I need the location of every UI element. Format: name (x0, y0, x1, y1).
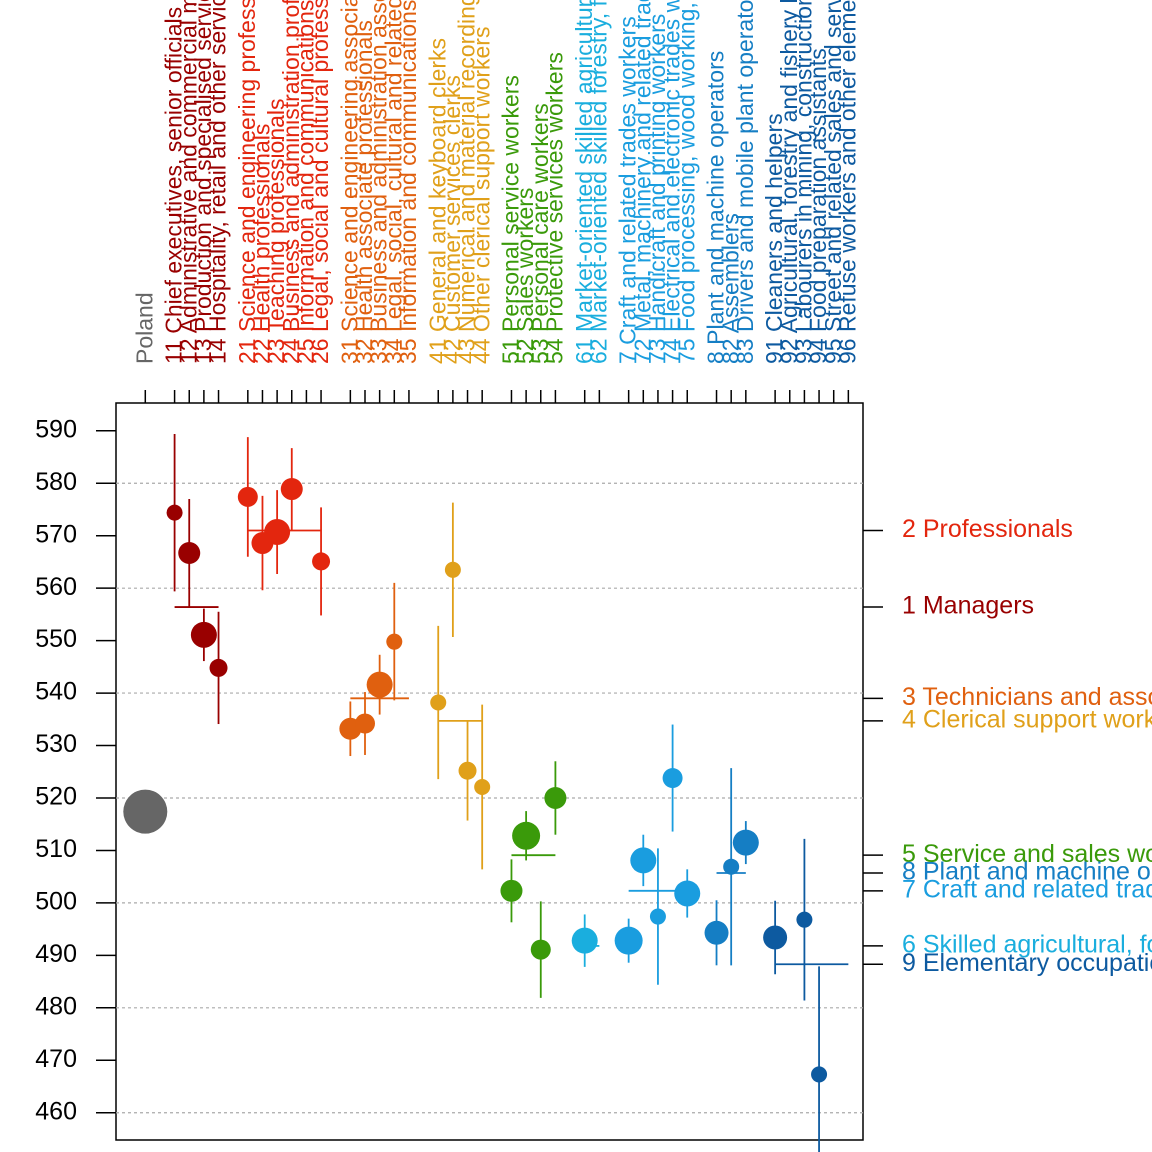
x-tick-label: 22 Health professionals (249, 124, 275, 364)
point (674, 880, 701, 907)
x-tick-label: 25 Information and communications techno… (292, 0, 318, 364)
group-label: 2 Professionals (902, 515, 1073, 543)
point (264, 519, 291, 546)
x-tick-label: 91 Cleaners and helpers (761, 113, 787, 364)
group-label: 7 Craft and related trades workers (902, 875, 1152, 903)
x-tick-label: 32 Health associate professionals (351, 20, 377, 364)
x-tick-label: 8 Plant and machine operators (703, 51, 729, 364)
x-tick-label: 41 General and keyboard clerks (424, 38, 450, 364)
group-label: 3 Technicians and associate professional… (902, 683, 1152, 711)
point (796, 911, 813, 928)
point (209, 658, 228, 677)
group-label: 9 Elementary occupations (902, 949, 1152, 977)
x-tick-label: 11 Chief executives, senior officials an… (161, 0, 187, 364)
point (512, 821, 541, 850)
x-tick-label: 95 Street and related sales and service … (820, 0, 846, 364)
plot-frame (115, 402, 864, 1141)
y-tick-label: 520 (35, 783, 77, 811)
point (544, 786, 567, 809)
point (704, 920, 729, 945)
y-tick-label: 490 (35, 940, 77, 968)
y-tick-label: 540 (35, 678, 77, 706)
group-label: 8 Plant and machine operators, and assem… (902, 858, 1152, 886)
x-tick-label: 13 Production and specialised services m… (190, 0, 216, 364)
point (571, 927, 598, 954)
x-tick-label: Poland (131, 292, 157, 364)
point (662, 768, 683, 789)
point (458, 761, 477, 780)
point (630, 847, 657, 874)
point (386, 633, 403, 650)
x-tick-label: 35 Information and communications techni… (395, 0, 421, 364)
x-tick-label: 92 Agricultural, forestry and fishery la… (776, 0, 802, 364)
x-tick-label: 93 Labourers in mining, construction, ma… (790, 0, 816, 364)
x-tick-label: 75 Food processing, wood working, garmen… (673, 0, 699, 364)
y-tick-label: 510 (35, 835, 77, 863)
x-tick-label: 12 Administrative and commercial manager… (175, 0, 201, 364)
y-tick-label: 580 (35, 468, 77, 496)
x-tick-label: 31 Science and engineering associate pro… (336, 0, 362, 364)
point (444, 561, 461, 578)
x-tick-label: 52 Sales workers (512, 188, 538, 364)
x-tick-label: 23 Teaching professionals (263, 98, 289, 364)
point (500, 879, 523, 902)
point (763, 925, 788, 950)
point (649, 908, 666, 925)
x-tick-label: 83 Drivers and mobile plant operators (732, 0, 758, 364)
point (166, 504, 183, 521)
x-tick-label: 43 Numerical and material recording cler… (454, 0, 480, 364)
y-tick-label: 470 (35, 1045, 77, 1073)
point (190, 621, 217, 648)
x-tick-label: 21 Science and engineering professionals (234, 0, 260, 364)
reference-point (123, 789, 168, 834)
x-tick-label: 82 Assemblers (717, 213, 743, 364)
x-tick-label: 24 Business and administration professio… (278, 0, 304, 364)
x-tick-label: 54 Protective services workers (541, 52, 567, 364)
group-label: 1 Managers (902, 592, 1034, 620)
x-tick-label: 73 Handicraft and printing workers (644, 14, 670, 364)
y-tick-label: 560 (35, 573, 77, 601)
x-tick-label: 44 Other clerical support workers (468, 27, 494, 364)
x-tick-label: 53 Personal care workers (527, 103, 553, 364)
y-tick-label: 460 (35, 1097, 77, 1125)
y-tick-label: 570 (35, 520, 77, 548)
x-tick-label: 42 Customer services clerks (439, 75, 465, 364)
point (530, 939, 551, 960)
point (430, 694, 447, 711)
y-tick-label: 530 (35, 730, 77, 758)
point (237, 486, 258, 507)
x-tick-label: 61 Market-oriented skilled agricultural … (571, 0, 597, 364)
point (178, 542, 201, 565)
x-tick-label: 33 Business and administration associate… (366, 0, 392, 364)
x-tick-label: 74 Electrical and electronic trades work… (659, 0, 685, 364)
point (614, 926, 643, 955)
point (732, 829, 759, 856)
x-tick-label: 51 Personal service workers (498, 75, 524, 364)
group-label: 6 Skilled agricultural, forestry and fis… (902, 931, 1152, 959)
group-label: 4 Clerical support workers (902, 705, 1152, 733)
x-tick-label: 14 Hospitality, retail and other service… (205, 0, 231, 364)
x-tick-label: 96 Refuse workers and other elementary w… (834, 0, 860, 364)
point (280, 478, 303, 501)
point (355, 713, 375, 734)
y-tick-label: 500 (35, 888, 77, 916)
x-tick-label: 72 Metal, machinery and related trades w… (629, 0, 655, 364)
y-tick-label: 550 (35, 625, 77, 653)
y-tick-label: 480 (35, 992, 77, 1020)
x-tick-label: 7 Craft and related trades workers (615, 16, 641, 364)
point (811, 1066, 828, 1083)
x-tick-label: 26 Legal, social and cultural profession… (307, 0, 333, 364)
x-tick-label: 62 Market-oriented skilled forestry, fis… (585, 0, 611, 364)
point (366, 671, 393, 698)
point (723, 858, 740, 875)
x-tick-label: 94 Food preparation assistants (805, 48, 831, 364)
point (312, 552, 331, 571)
x-tick-label: 34 Legal, social, cultural and related a… (380, 0, 406, 364)
group-label: 5 Service and sales workers (902, 840, 1152, 868)
y-tick-label: 590 (35, 415, 77, 443)
point (474, 778, 491, 795)
